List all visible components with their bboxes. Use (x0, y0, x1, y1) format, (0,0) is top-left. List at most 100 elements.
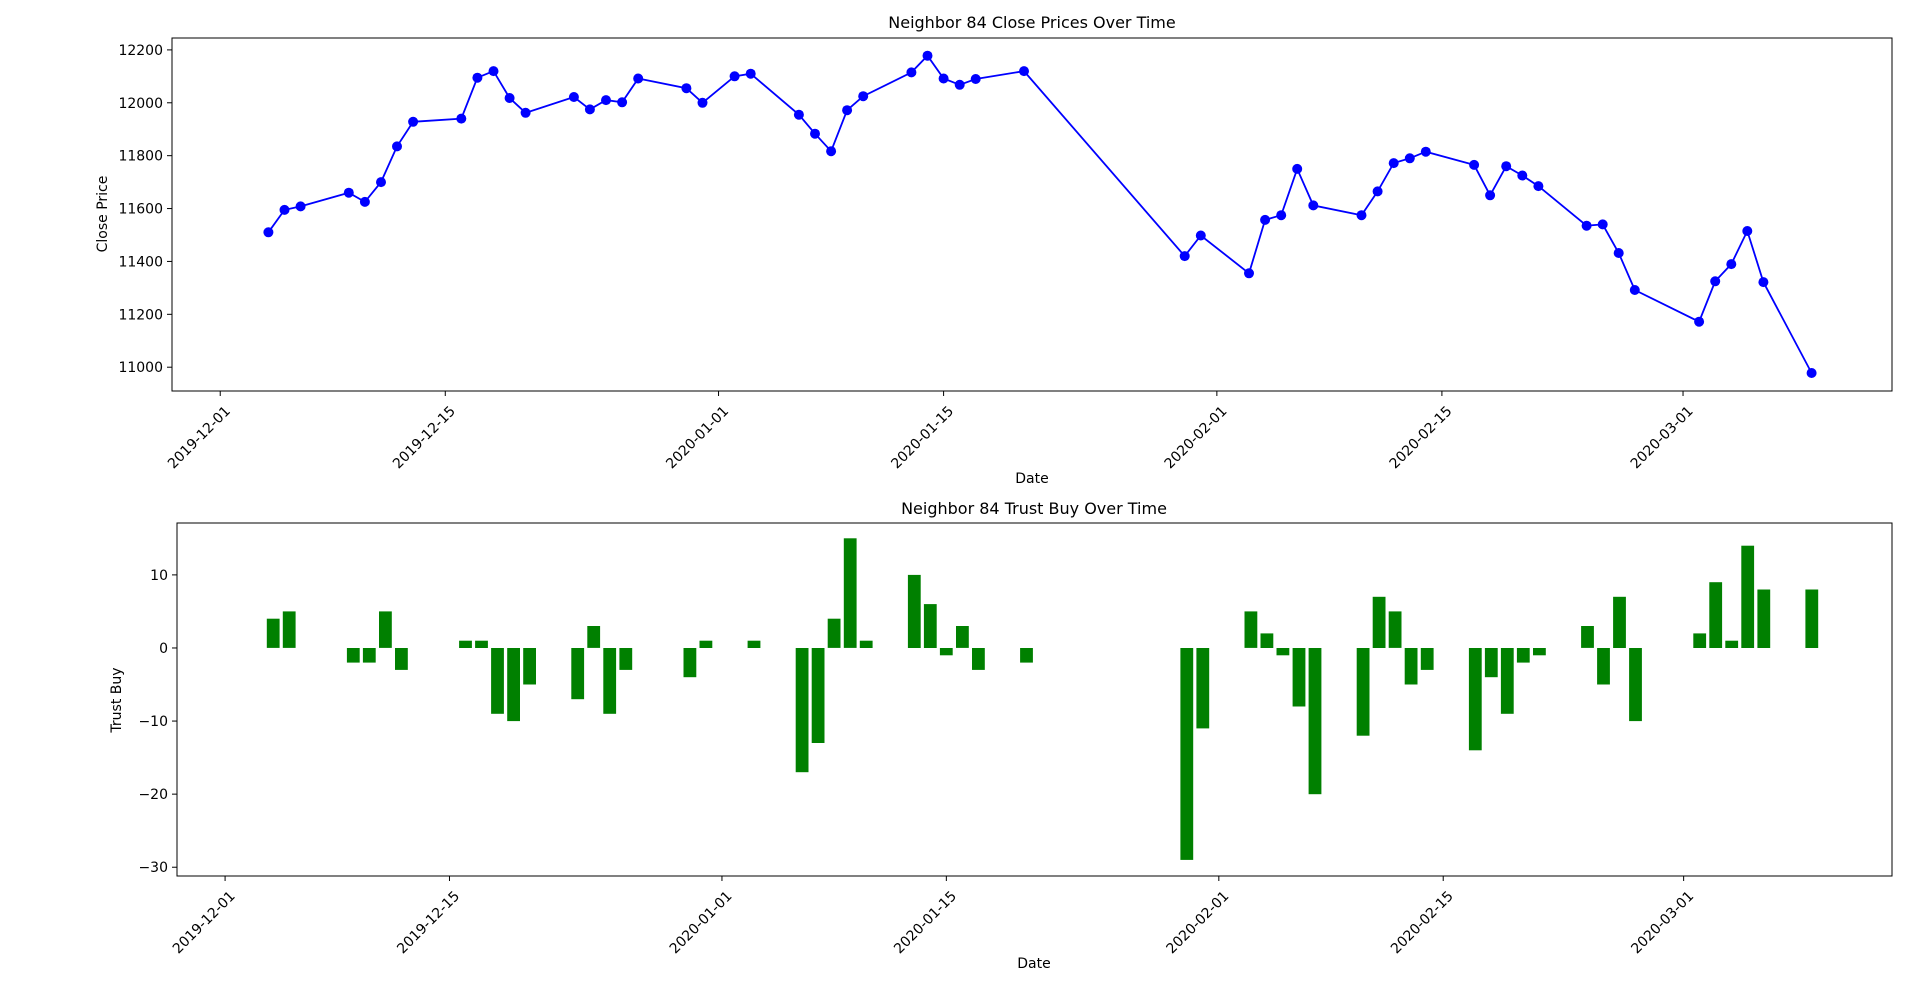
bar (1516, 648, 1530, 663)
data-point (1292, 163, 1303, 174)
data-point (568, 92, 579, 102)
bar (939, 648, 953, 656)
x-tick-label: 2020-02-01 (1162, 403, 1231, 472)
data-point (745, 68, 756, 79)
bar (1260, 633, 1274, 648)
data-point (1517, 170, 1528, 181)
data-point (1420, 146, 1431, 157)
bar (827, 618, 841, 648)
data-point (906, 67, 917, 78)
close-price-y-axis-label: Close Price (95, 176, 111, 253)
close-price-x-ticks: 2019-12-01 2019-12-15 2020-01-01 2020-01-15… (165, 391, 1697, 472)
x-tick-label: 2019-12-15 (390, 403, 459, 472)
data-point (1485, 190, 1496, 201)
bar (362, 648, 376, 663)
y-tick-label: 11600 (118, 202, 163, 218)
bar (1597, 648, 1610, 685)
data-point (1469, 159, 1480, 170)
bar (1613, 596, 1626, 648)
data-point (793, 109, 804, 120)
bar (346, 648, 360, 663)
bar (1533, 648, 1546, 656)
x-tick-label: 2020-01-15 (888, 403, 957, 472)
bar (956, 626, 969, 648)
y-tick-label: −10 (138, 714, 168, 730)
data-point (1356, 210, 1367, 221)
close-price-line-chart: Neighbor 84 Close Prices Over Time 2019-… (95, 13, 1893, 487)
bar (811, 648, 825, 743)
x-tick-label: 2019-12-01 (170, 888, 239, 957)
bar (683, 648, 697, 678)
data-point (1260, 214, 1271, 225)
x-tick-label: 2020-02-01 (1164, 888, 1233, 957)
bar (699, 640, 713, 648)
close-price-x-axis-label: Date (1015, 471, 1048, 487)
trust-buy-x-axis-label: Date (1017, 956, 1050, 972)
bar (1276, 648, 1290, 656)
data-point (520, 107, 531, 118)
trust-buy-bars (266, 538, 1819, 860)
data-point (1195, 230, 1206, 241)
data-point (922, 50, 933, 61)
data-point (376, 177, 386, 188)
x-tick-label: 2020-01-01 (667, 888, 736, 957)
data-point (1806, 368, 1817, 378)
data-point (970, 74, 981, 84)
bar (1196, 648, 1210, 729)
bar (747, 640, 761, 648)
data-point (472, 72, 483, 83)
data-point (697, 97, 708, 108)
data-point (633, 73, 644, 84)
data-point (1372, 186, 1383, 197)
y-tick-label: 0 (159, 641, 168, 657)
data-point (279, 204, 290, 215)
data-point (1758, 277, 1769, 288)
bar (1629, 648, 1642, 722)
bar (923, 604, 937, 648)
trust-buy-y-ticks: −30 −20 −10 0 10 (138, 568, 177, 876)
bar (587, 626, 601, 648)
x-tick-label: 2019-12-01 (165, 403, 234, 472)
bar (972, 648, 985, 670)
trust-buy-bar-chart: Neighbor 84 Trust Buy Over Time 2019-12-… (109, 499, 1893, 972)
bar (475, 640, 488, 648)
data-point (295, 201, 306, 212)
x-tick-label: 2020-03-01 (1628, 888, 1697, 957)
bar (1388, 611, 1402, 648)
y-tick-label: −30 (138, 860, 168, 876)
data-point (826, 146, 837, 157)
bar (1356, 648, 1370, 736)
close-price-plot-frame (171, 37, 1893, 392)
data-point (263, 227, 274, 238)
data-point (1597, 219, 1608, 230)
data-point (1019, 66, 1029, 77)
x-tick-label: 2020-02-15 (1388, 888, 1457, 957)
bar (795, 648, 809, 773)
trust-buy-plot-frame (176, 522, 1893, 877)
data-point (488, 66, 499, 77)
trust-buy-chart-title: Neighbor 84 Trust Buy Over Time (901, 499, 1167, 518)
data-point (1308, 200, 1319, 211)
x-tick-label: 2019-12-15 (394, 888, 463, 957)
bar (1020, 648, 1033, 663)
data-point (1710, 276, 1721, 287)
data-point (1726, 259, 1737, 270)
data-point (504, 93, 515, 103)
bar (603, 648, 617, 714)
bar (1404, 648, 1418, 685)
bar (619, 648, 633, 670)
y-tick-label: 12000 (118, 96, 163, 112)
close-price-y-ticks: 11000 11200 11400 11600 11800 12000 12200 (118, 43, 172, 376)
data-point (408, 116, 419, 127)
close-price-points (263, 50, 1817, 378)
data-point (1404, 153, 1415, 164)
y-tick-label: 11400 (118, 254, 163, 270)
data-point (1581, 220, 1592, 231)
data-point (601, 95, 611, 106)
x-tick-label: 2020-03-01 (1628, 403, 1697, 472)
bar (1741, 545, 1755, 648)
close-price-chart-title: Neighbor 84 Close Prices Over Time (888, 13, 1175, 32)
data-point (392, 141, 402, 152)
bar (1693, 633, 1707, 648)
